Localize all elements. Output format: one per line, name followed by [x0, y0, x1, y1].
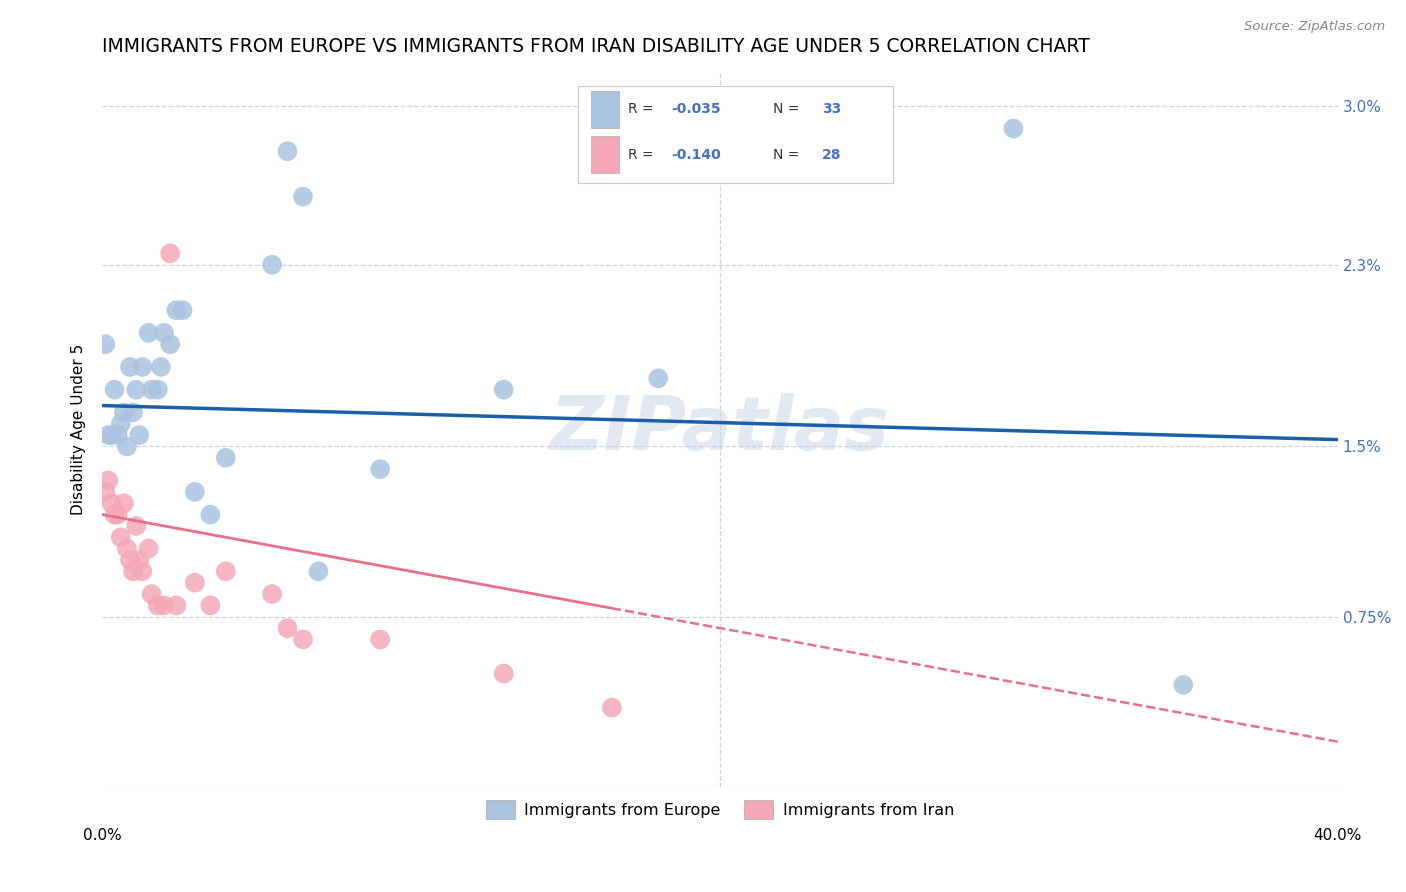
Point	[600, 700, 623, 714]
Point	[141, 383, 163, 397]
Point	[200, 599, 222, 613]
Point	[492, 666, 515, 681]
Point	[118, 359, 141, 374]
Text: 40.0%: 40.0%	[1313, 828, 1362, 843]
Point	[94, 484, 117, 499]
Text: Source: ZipAtlas.com: Source: ZipAtlas.com	[1244, 20, 1385, 33]
Point	[122, 405, 145, 419]
Point	[291, 632, 314, 647]
Point	[107, 428, 129, 442]
Point	[184, 484, 207, 499]
Text: IMMIGRANTS FROM EUROPE VS IMMIGRANTS FROM IRAN DISABILITY AGE UNDER 5 CORRELATIO: IMMIGRANTS FROM EUROPE VS IMMIGRANTS FRO…	[103, 37, 1090, 56]
Point	[200, 508, 222, 522]
Point	[184, 575, 207, 590]
Point	[115, 541, 138, 556]
Point	[110, 530, 132, 544]
Point	[1002, 121, 1025, 136]
Text: 0.0%: 0.0%	[83, 828, 121, 843]
Point	[112, 405, 135, 419]
Point	[153, 326, 176, 340]
Point	[165, 599, 187, 613]
Point	[165, 303, 187, 318]
Point	[215, 565, 238, 579]
Point	[262, 258, 284, 272]
Point	[647, 371, 669, 385]
Point	[172, 303, 194, 318]
Point	[118, 553, 141, 567]
Point	[146, 599, 169, 613]
Point	[141, 587, 163, 601]
Point	[97, 428, 120, 442]
Point	[131, 565, 153, 579]
Point	[128, 553, 150, 567]
Point	[368, 462, 391, 476]
Text: ZIPatlas: ZIPatlas	[550, 392, 890, 466]
Point	[115, 439, 138, 453]
Point	[112, 496, 135, 510]
Point	[131, 359, 153, 374]
Point	[277, 145, 299, 159]
Point	[100, 496, 122, 510]
Point	[138, 541, 160, 556]
Legend: Immigrants from Europe, Immigrants from Iran: Immigrants from Europe, Immigrants from …	[479, 793, 960, 826]
Y-axis label: Disability Age Under 5: Disability Age Under 5	[72, 343, 86, 515]
Point	[368, 632, 391, 647]
Point	[492, 383, 515, 397]
Point	[100, 428, 122, 442]
Point	[107, 508, 129, 522]
Point	[262, 587, 284, 601]
Point	[97, 474, 120, 488]
Point	[103, 508, 125, 522]
Point	[291, 189, 314, 203]
Point	[149, 359, 172, 374]
Point	[277, 621, 299, 635]
Point	[94, 337, 117, 351]
Point	[125, 383, 148, 397]
Point	[122, 565, 145, 579]
Point	[146, 383, 169, 397]
Point	[1173, 678, 1195, 692]
Point	[215, 450, 238, 465]
Point	[138, 326, 160, 340]
Point	[103, 383, 125, 397]
Point	[159, 246, 181, 260]
Point	[125, 519, 148, 533]
Point	[153, 599, 176, 613]
Point	[159, 337, 181, 351]
Point	[128, 428, 150, 442]
Point	[110, 417, 132, 431]
Point	[307, 565, 329, 579]
